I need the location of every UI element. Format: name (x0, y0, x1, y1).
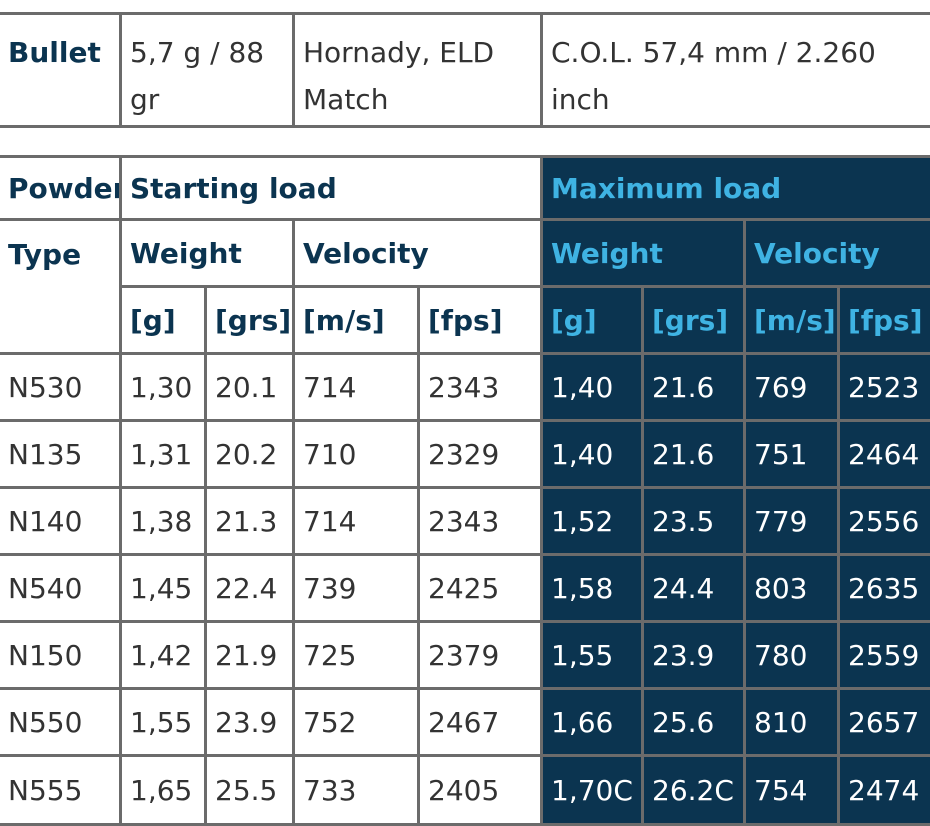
data-cell: 751 (746, 422, 840, 489)
data-cell: 21.6 (644, 422, 746, 489)
data-cell: 1,38 (122, 489, 207, 556)
data-cell: 733 (295, 757, 420, 826)
data-cell: 779 (746, 489, 840, 556)
data-cell: 2425 (420, 556, 543, 623)
header-cell: Powder (0, 155, 122, 221)
header-cell: Velocity (295, 221, 543, 288)
data-cell: 24.4 (644, 556, 746, 623)
unit-cell: [m/s] (746, 288, 840, 355)
data-cell: 21.9 (207, 623, 295, 690)
data-cell: 1,70C (543, 757, 644, 826)
header-cell: Weight (543, 221, 746, 288)
data-cell: 714 (295, 355, 420, 422)
data-cell: 1,40 (543, 422, 644, 489)
data-cell: 2467 (420, 690, 543, 757)
header-cell: Type (0, 221, 122, 355)
data-cell: 21.6 (644, 355, 746, 422)
unit-cell: [g] (122, 288, 207, 355)
data-cell: N540 (0, 556, 122, 623)
data-cell: 1,42 (122, 623, 207, 690)
unit-cell: [fps] (840, 288, 930, 355)
data-cell: 23.9 (644, 623, 746, 690)
data-cell: 754 (746, 757, 840, 826)
header-cell: Maximum load (543, 155, 930, 221)
data-cell: 714 (295, 489, 420, 556)
data-cell: 1,65 (122, 757, 207, 826)
data-cell: 25.6 (644, 690, 746, 757)
unit-cell: [grs] (644, 288, 746, 355)
header-cell: Weight (122, 221, 295, 288)
data-cell: N555 (0, 757, 122, 826)
data-cell: N150 (0, 623, 122, 690)
data-cell: 26.2C (644, 757, 746, 826)
data-cell: 21.3 (207, 489, 295, 556)
data-cell: 23.9 (207, 690, 295, 757)
data-cell: 2657 (840, 690, 930, 757)
data-cell: 810 (746, 690, 840, 757)
unit-cell: [fps] (420, 288, 543, 355)
header-cell: Velocity (746, 221, 930, 288)
data-cell: 1,45 (122, 556, 207, 623)
data-cell: 2379 (420, 623, 543, 690)
data-cell: 1,40 (543, 355, 644, 422)
data-cell: 2635 (840, 556, 930, 623)
data-cell: 2405 (420, 757, 543, 826)
data-cell: 1,58 (543, 556, 644, 623)
data-cell: 25.5 (207, 757, 295, 826)
data-cell: 2329 (420, 422, 543, 489)
data-cell: 2559 (840, 623, 930, 690)
data-cell: N135 (0, 422, 122, 489)
unit-cell: [m/s] (295, 288, 420, 355)
data-cell: 2556 (840, 489, 930, 556)
bullet-cell: 5,7 g / 88 gr (122, 12, 295, 128)
header-cell: Starting load (122, 155, 543, 221)
data-cell: 725 (295, 623, 420, 690)
unit-cell: [grs] (207, 288, 295, 355)
data-cell: 1,30 (122, 355, 207, 422)
data-cell: 752 (295, 690, 420, 757)
bullet-cell: Bullet (0, 12, 122, 128)
bullet-cell: C.O.L. 57,4 mm / 2.260 inch (543, 12, 930, 128)
data-cell: 23.5 (644, 489, 746, 556)
data-cell: 1,52 (543, 489, 644, 556)
data-cell: 1,55 (543, 623, 644, 690)
data-cell: 803 (746, 556, 840, 623)
data-cell: 769 (746, 355, 840, 422)
data-cell: 1,55 (122, 690, 207, 757)
data-cell: 2343 (420, 355, 543, 422)
data-cell: N550 (0, 690, 122, 757)
data-cell: N530 (0, 355, 122, 422)
data-cell: 710 (295, 422, 420, 489)
data-cell: 2523 (840, 355, 930, 422)
data-cell: 1,31 (122, 422, 207, 489)
data-cell: 20.2 (207, 422, 295, 489)
unit-cell: [g] (543, 288, 644, 355)
bullet-cell: Hornady, ELD Match (295, 12, 543, 128)
data-cell: 1,66 (543, 690, 644, 757)
data-cell: 20.1 (207, 355, 295, 422)
data-cell: N140 (0, 489, 122, 556)
data-cell: 739 (295, 556, 420, 623)
data-cell: 780 (746, 623, 840, 690)
data-cell: 2343 (420, 489, 543, 556)
data-cell: 2464 (840, 422, 930, 489)
data-cell: 2474 (840, 757, 930, 826)
data-cell: 22.4 (207, 556, 295, 623)
